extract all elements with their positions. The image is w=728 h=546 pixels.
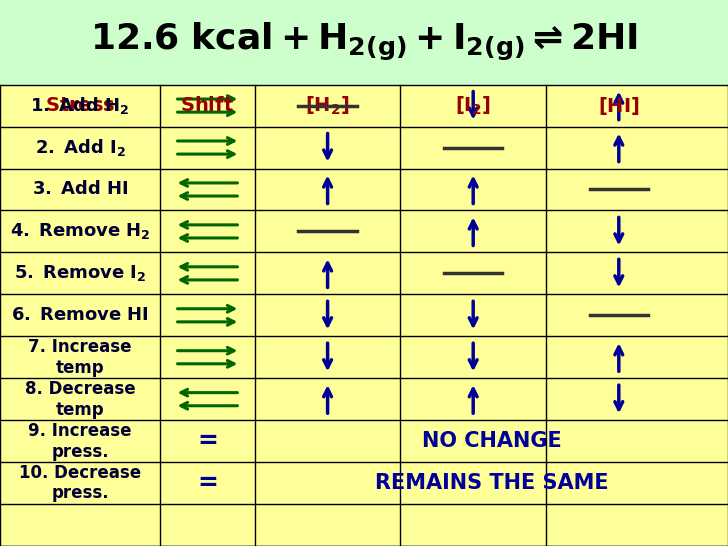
Text: $\mathbf{6.\ Remove\ HI}$: $\mathbf{6.\ Remove\ HI}$ — [11, 306, 149, 324]
Text: 8. Decrease
temp: 8. Decrease temp — [25, 380, 135, 419]
Text: $\mathbf{3.\ Add\ HI}$: $\mathbf{3.\ Add\ HI}$ — [32, 181, 128, 199]
Text: NO CHANGE: NO CHANGE — [422, 431, 561, 451]
Text: 10. Decrease
press.: 10. Decrease press. — [19, 464, 141, 502]
Text: 9. Increase
press.: 9. Increase press. — [28, 422, 132, 460]
Text: $\mathbf{4.\ Remove\ H_2}$: $\mathbf{4.\ Remove\ H_2}$ — [9, 222, 151, 241]
Text: $\bf{[I_2]}$: $\bf{[I_2]}$ — [456, 94, 491, 117]
Text: $\mathbf{1.\ Add\ H_2}$: $\mathbf{1.\ Add\ H_2}$ — [31, 95, 130, 116]
Text: REMAINS THE SAME: REMAINS THE SAME — [375, 473, 608, 493]
FancyBboxPatch shape — [0, 85, 728, 546]
Text: $\bf{Shift}$: $\bf{Shift}$ — [181, 96, 234, 115]
Text: $\mathbf{5.\ Remove\ I_2}$: $\mathbf{5.\ Remove\ I_2}$ — [14, 263, 146, 283]
Text: $\mathbf{2.\ Add\ I_2}$: $\mathbf{2.\ Add\ I_2}$ — [35, 137, 125, 158]
Text: =: = — [197, 429, 218, 453]
Text: 7. Increase
temp: 7. Increase temp — [28, 338, 132, 377]
Text: $\mathbf{12.6\ kcal + H_{2(g)} + I_{2(g)} \rightleftharpoons 2HI}$: $\mathbf{12.6\ kcal + H_{2(g)} + I_{2(g)… — [90, 21, 638, 63]
FancyBboxPatch shape — [0, 0, 728, 85]
Text: $\bf{Stress}$: $\bf{Stress}$ — [45, 96, 115, 115]
Text: $\bf{[H_2]}$: $\bf{[H_2]}$ — [305, 94, 350, 117]
Text: =: = — [197, 471, 218, 495]
Text: $\bf{[HI]}$: $\bf{[HI]}$ — [598, 94, 640, 117]
